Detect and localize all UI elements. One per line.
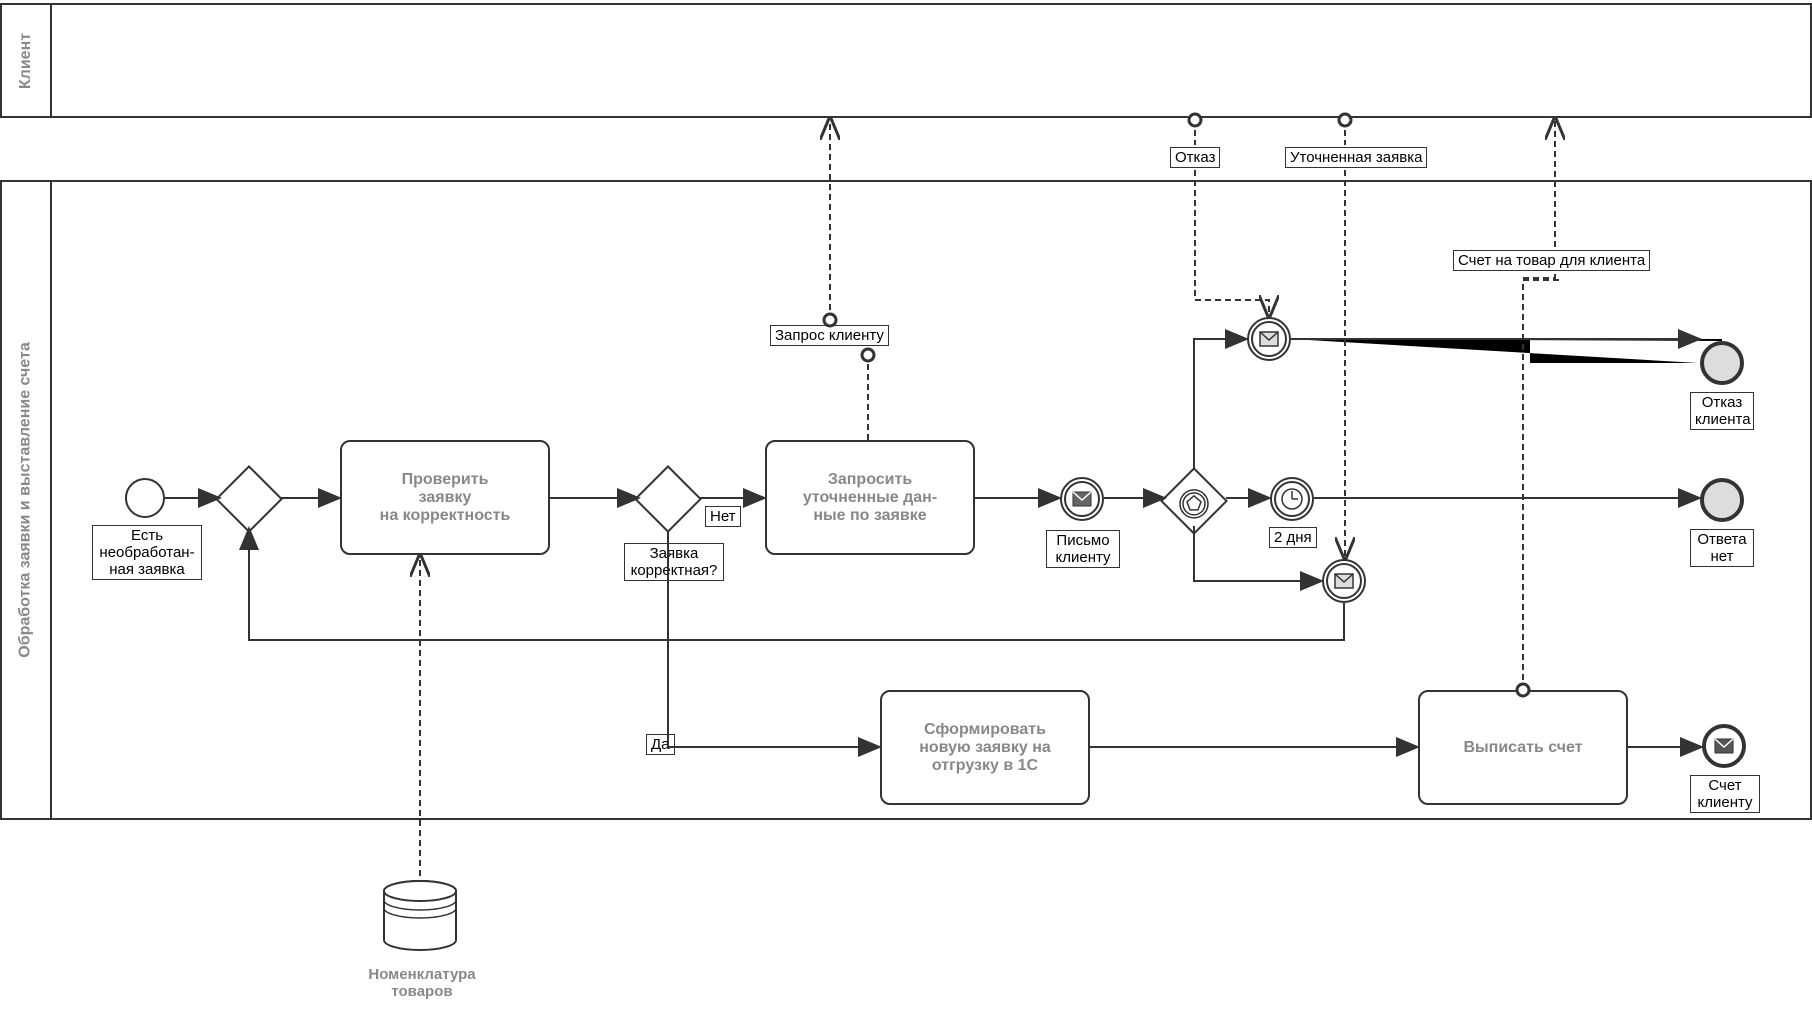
gateway-correct-label: Заявка корректная?: [624, 543, 724, 581]
end-event-noanswer: [1700, 478, 1744, 522]
task-label: Запросить уточненные дан- ные по заявке: [803, 471, 937, 525]
datastore-label: Номенклатура товаров: [362, 965, 482, 1001]
task-form-1c: Сформировать новую заявку на отгрузку в …: [880, 690, 1090, 805]
label-request-client: Запрос клиенту: [770, 325, 889, 346]
task-request-data: Запросить уточненные дан- ные по заявке: [765, 440, 975, 555]
label-invoice-lbl: Счет на товар для клиента: [1453, 250, 1650, 271]
event-timer: [1270, 477, 1314, 521]
task-label: Проверить заявку на корректность: [380, 471, 511, 525]
label-no: Нет: [705, 506, 741, 527]
event-message-throw: [1060, 477, 1104, 521]
event-refined-catch: [1322, 559, 1366, 603]
lane-header-client: Клиент: [2, 5, 52, 116]
label-refusal: Отказ: [1170, 147, 1220, 168]
pool-client: Клиент: [0, 3, 1812, 118]
task-label: Сформировать новую заявку на отгрузку в …: [919, 721, 1051, 775]
lane-header-main: Обработка заявки и выставление счета: [2, 182, 52, 818]
start-event: [125, 478, 165, 518]
label-yes: Да: [646, 734, 675, 755]
lane-title: Обработка заявки и выставление счета: [17, 342, 35, 657]
end-refusal-label: Отказ клиента: [1690, 392, 1754, 430]
lane-title: Клиент: [17, 32, 35, 88]
task-label: Выписать счет: [1463, 739, 1582, 757]
end-noanswer-label: Ответа нет: [1690, 529, 1754, 567]
event-timer-label: 2 дня: [1269, 527, 1317, 548]
task-check: Проверить заявку на корректность: [340, 440, 550, 555]
end-event-invoice: [1702, 724, 1746, 768]
end-event-refusal: [1700, 341, 1744, 385]
event-refusal-catch: [1247, 317, 1291, 361]
task-write-invoice: Выписать счет: [1418, 690, 1628, 805]
end-invoice-label: Счет клиенту: [1690, 775, 1760, 813]
start-event-label: Есть необработан- ная заявка: [92, 525, 202, 580]
label-refined: Уточненная заявка: [1285, 147, 1427, 168]
datastore-nomenclature: [380, 878, 460, 958]
event-msg-throw-label: Письмо клиенту: [1046, 530, 1120, 568]
